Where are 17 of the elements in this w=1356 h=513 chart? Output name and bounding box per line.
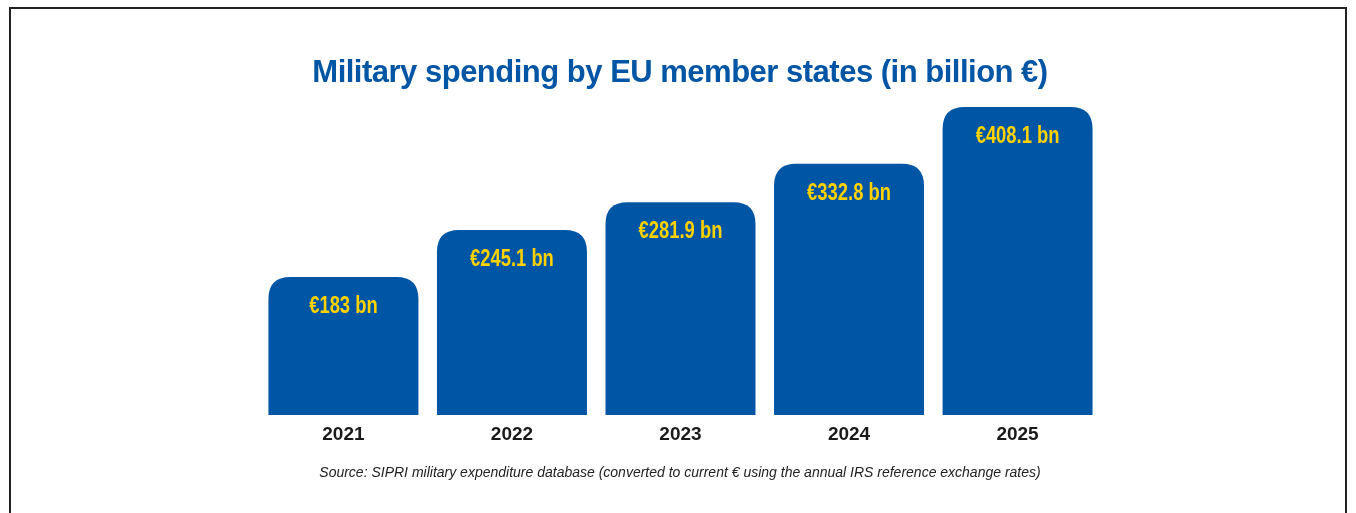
x-tick-label: 2022: [490, 423, 534, 444]
x-tick-label: 2025: [996, 423, 1040, 444]
x-tick-label: 2021: [322, 423, 365, 444]
bar: [605, 202, 756, 415]
data-label: €245.1 bn: [470, 245, 554, 271]
chart-title: Military spending by EU member states (in billion €): [312, 54, 1048, 89]
data-label: €183 bn: [309, 291, 378, 318]
bar: [268, 276, 419, 415]
source-note: Source: SIPRI military expenditure database (converted to current € using the annual IRS reference exchange rates): [319, 464, 1041, 480]
bar: [436, 230, 587, 415]
x-tick-label: 2023: [659, 423, 702, 444]
bar: [774, 163, 925, 415]
data-label: €332.8 bn: [807, 178, 891, 205]
bar: [942, 107, 1093, 415]
data-label: €408.1 bn: [975, 122, 1060, 148]
data-label: €281.9 bn: [638, 217, 723, 243]
x-tick-label: 2024: [827, 423, 871, 444]
